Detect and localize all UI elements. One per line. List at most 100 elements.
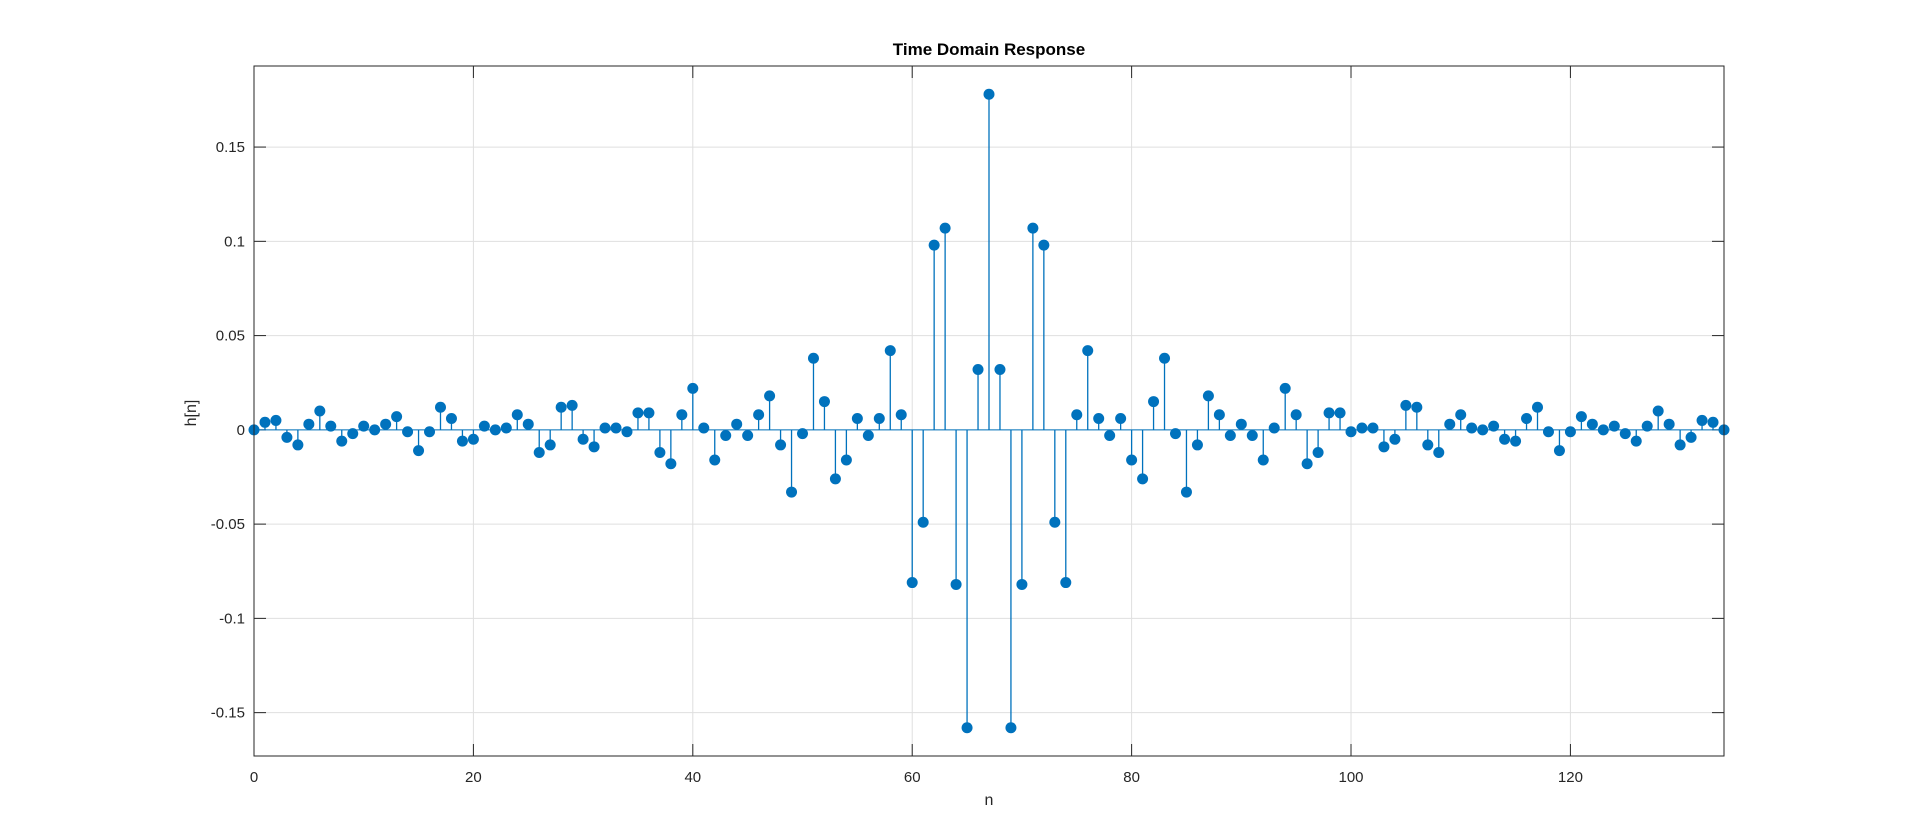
stem-marker [555, 401, 567, 413]
stem-marker [1191, 439, 1203, 451]
stem-marker [314, 405, 326, 417]
stem-marker [1608, 420, 1620, 432]
stem-marker [1290, 409, 1302, 421]
stem-marker [500, 422, 512, 434]
stem-marker [1334, 407, 1346, 419]
stem-marker [1126, 454, 1138, 466]
stem-marker [994, 364, 1006, 376]
stem-marker [895, 409, 907, 421]
y-axis-label: h[n] [183, 400, 200, 427]
stem-marker [1005, 722, 1017, 734]
stem-marker [1071, 409, 1083, 421]
stem-marker [1257, 454, 1269, 466]
stem-marker [424, 426, 436, 438]
stem-marker [1389, 433, 1401, 445]
stem-marker [456, 435, 468, 447]
stem-marker [303, 418, 315, 430]
stem-marker [1630, 435, 1642, 447]
stem-marker [1411, 401, 1423, 413]
stem-marker [884, 345, 896, 357]
stem-marker [511, 409, 523, 421]
stem-marker [434, 401, 446, 413]
stem-marker [1521, 413, 1533, 425]
stem-marker [698, 422, 710, 434]
stem-marker [467, 433, 479, 445]
stem-marker [577, 433, 589, 445]
x-axis-label: n [985, 792, 994, 809]
stem-marker [588, 441, 600, 453]
stem-marker [610, 422, 622, 434]
x-tick-label: 40 [684, 769, 701, 786]
stem-marker [1597, 424, 1609, 436]
y-tick-label: -0.15 [211, 705, 245, 722]
stem-marker [632, 407, 644, 419]
stem-marker [928, 239, 940, 251]
stem-marker [731, 418, 743, 430]
stem-marker [1301, 458, 1313, 470]
x-tick-label: 0 [250, 769, 258, 786]
stem-marker [1213, 409, 1225, 421]
x-tick-labels: 0 20 40 60 80 100 120 [250, 769, 1583, 786]
stem-marker [413, 445, 425, 457]
stem-marker [325, 420, 337, 432]
stem-marker [1323, 407, 1335, 419]
stem-marker [1356, 422, 1368, 434]
y-tick-labels: -0.15 -0.1 -0.05 0 0.05 0.1 0.15 [211, 139, 245, 722]
y-tick-label: 0 [237, 422, 245, 439]
stem-marker [1137, 473, 1149, 485]
stem-marker [380, 418, 392, 430]
stem-marker [478, 420, 490, 432]
stem-marker [1455, 409, 1467, 421]
stem-marker [1104, 430, 1116, 442]
stem-marker [347, 428, 359, 440]
stem-marker [1707, 416, 1719, 428]
stem-marker [1532, 401, 1544, 413]
stem-marker [643, 407, 655, 419]
stem-marker [1312, 446, 1324, 458]
stem-marker [676, 409, 688, 421]
stem-marker [873, 413, 885, 425]
stem-marker [391, 411, 403, 423]
stem-marker [533, 446, 545, 458]
stem-marker [687, 382, 699, 394]
stem-marker [1148, 396, 1160, 408]
stem-marker [720, 430, 732, 442]
stem-marker [1444, 418, 1456, 430]
stem-marker [1049, 516, 1061, 528]
stem-marker [1641, 420, 1653, 432]
stem-marker [445, 413, 457, 425]
stem-marker [1510, 435, 1522, 447]
stem-marker [1477, 424, 1489, 436]
stem-marker [917, 516, 929, 528]
stem-marker [1093, 413, 1105, 425]
x-tick-label: 20 [465, 769, 482, 786]
stem-marker [764, 390, 776, 402]
stem-marker [566, 399, 578, 411]
stem-marker [369, 424, 381, 436]
y-tick-label: 0.15 [216, 139, 245, 156]
stem-marker [818, 396, 830, 408]
stem-marker [336, 435, 348, 447]
stem-marker [1553, 445, 1565, 457]
stem-marker [1564, 426, 1576, 438]
stem-marker [851, 413, 863, 425]
stem-marker [797, 428, 809, 440]
stem-marker [1619, 428, 1631, 440]
stem-marker [1279, 382, 1291, 394]
stem-marker [402, 426, 414, 438]
stem-marker [753, 409, 765, 421]
stem-marker [654, 446, 666, 458]
stem-marker [1685, 431, 1697, 443]
stem-marker [281, 431, 293, 443]
stem-marker [1586, 418, 1598, 430]
stem-marker [939, 222, 951, 234]
stem-marker [1159, 352, 1171, 364]
stem-marker [522, 418, 534, 430]
stem-marker [1696, 414, 1708, 426]
chart-title: Time Domain Response [893, 40, 1085, 59]
stem-marker [775, 439, 787, 451]
stem-marker [599, 422, 611, 434]
stem-marker [1378, 441, 1390, 453]
